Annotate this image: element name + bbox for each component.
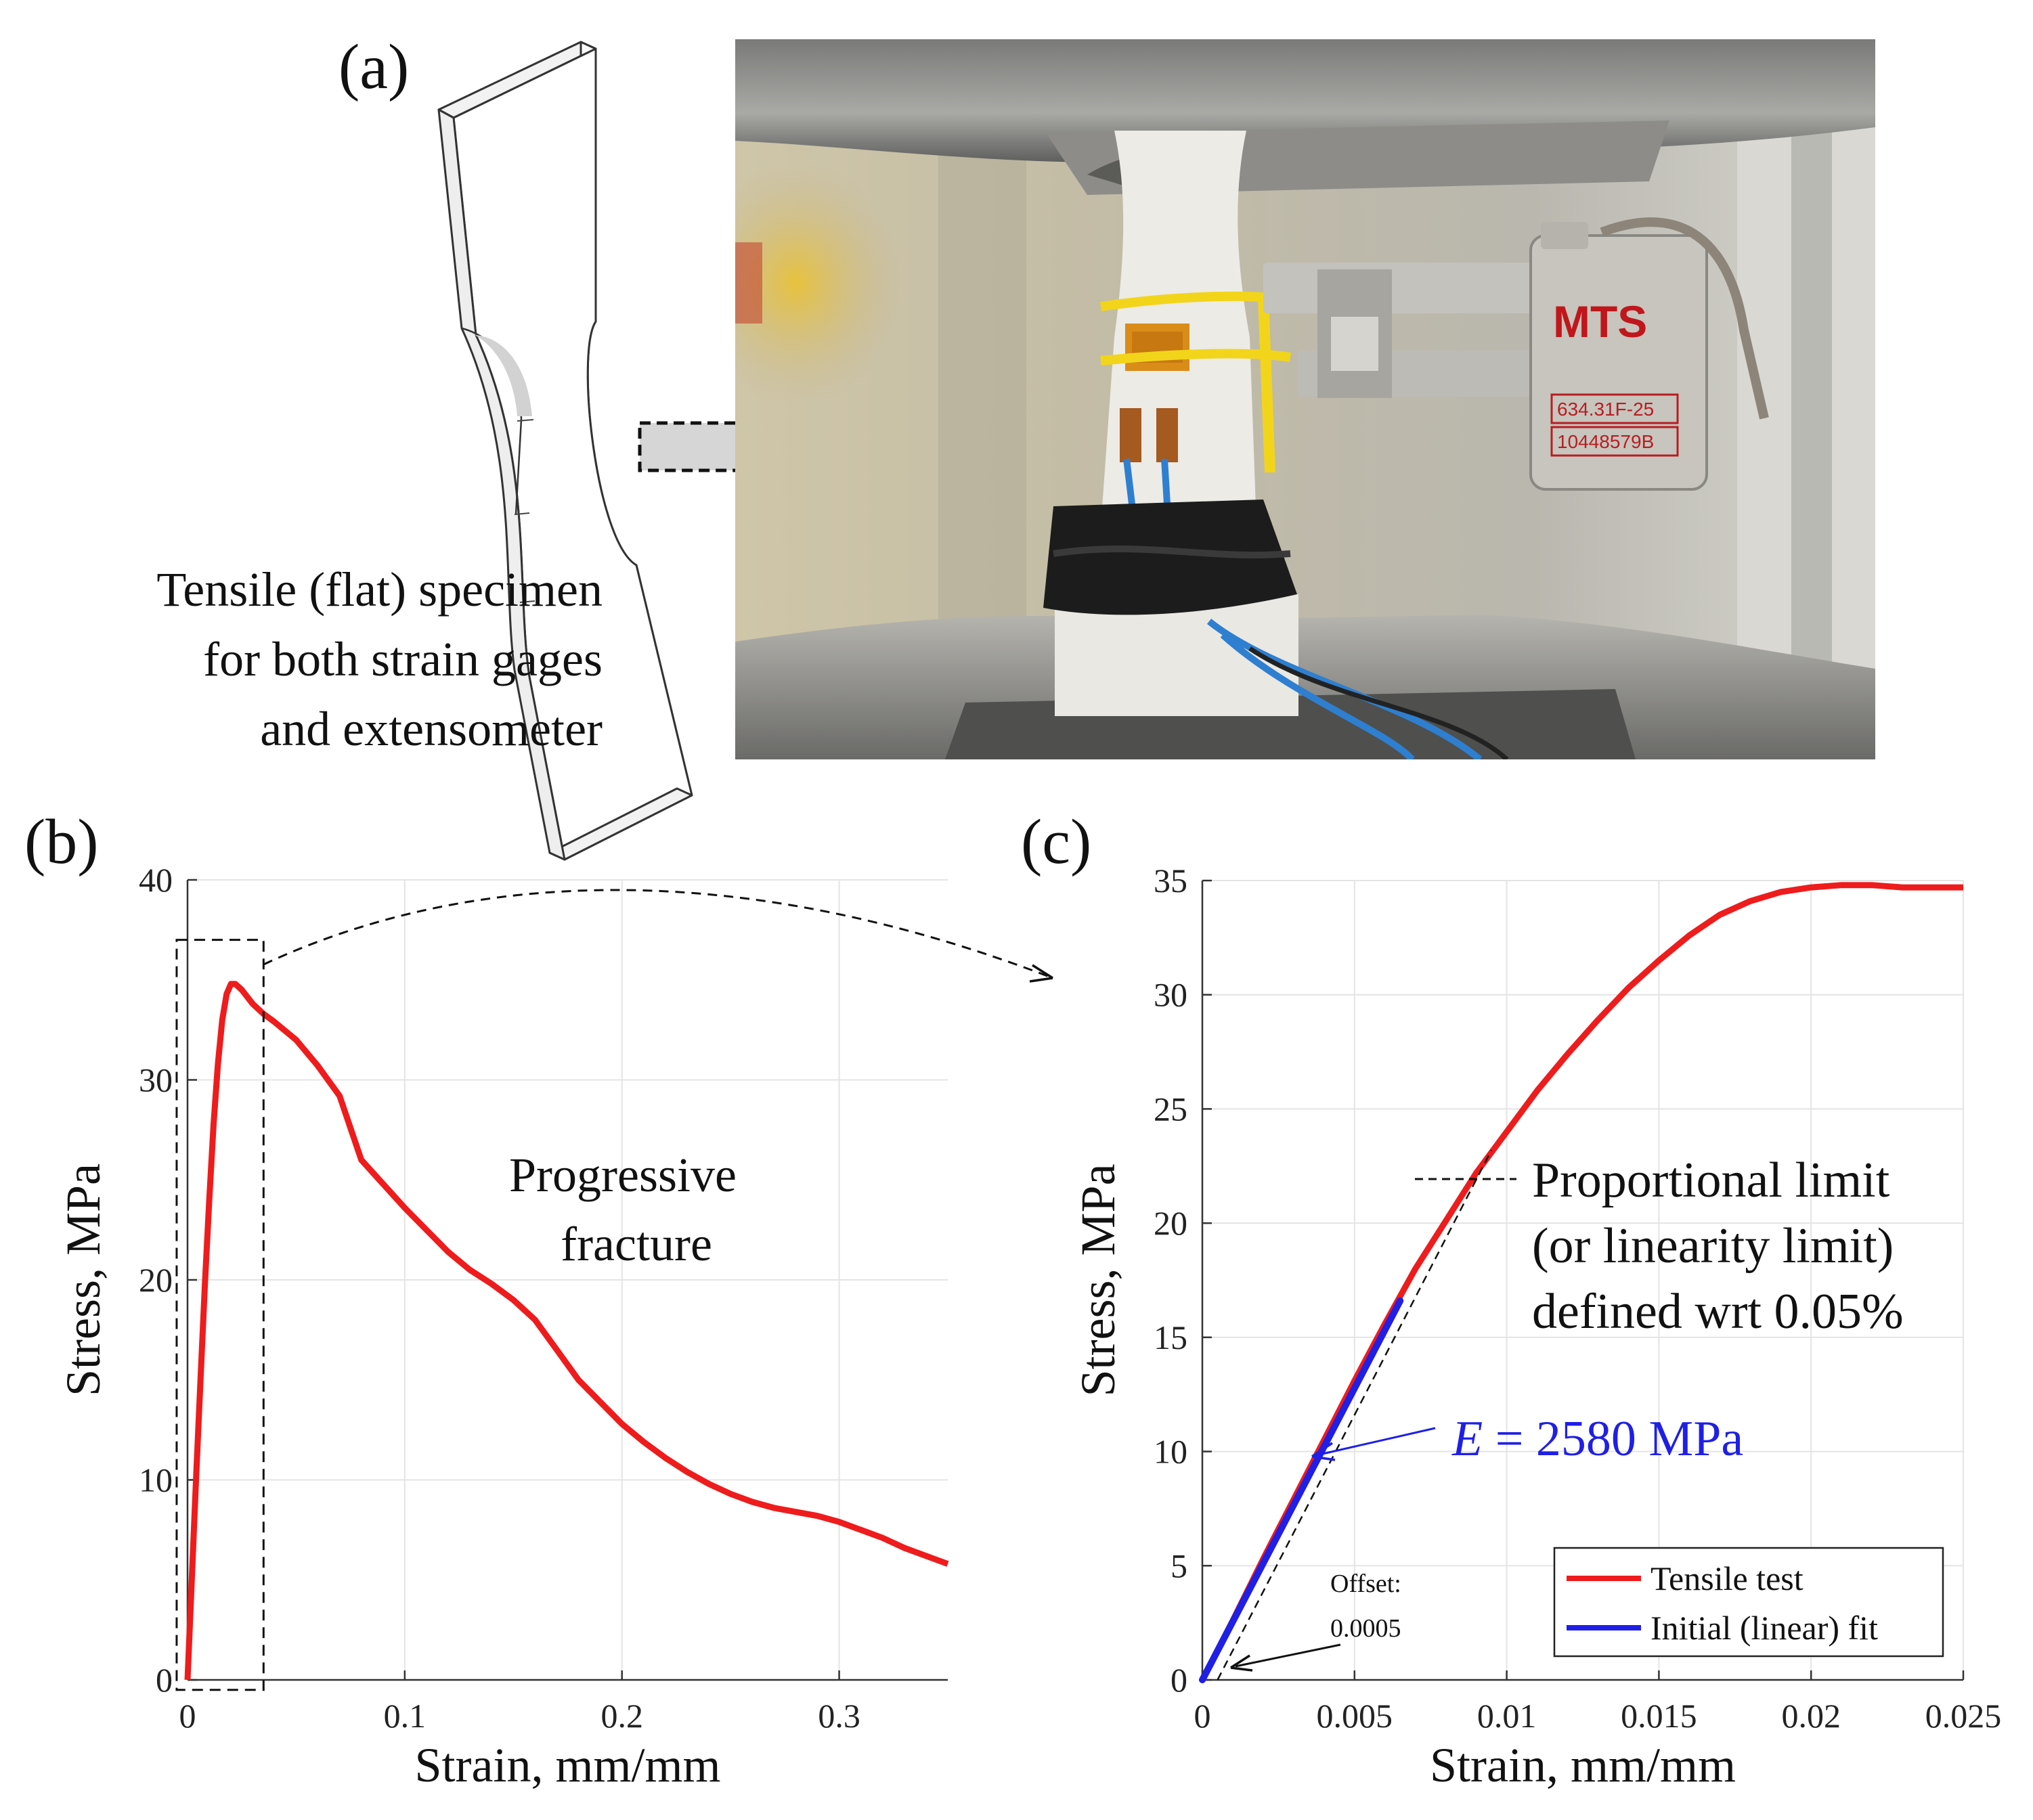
tensile-specimen-drawing — [437, 41, 693, 861]
caption-line-3: and extensometer — [260, 702, 603, 756]
b-y-tick-label-1: 10 — [139, 1461, 173, 1499]
b-x-tick-label-1: 0.1 — [384, 1697, 427, 1735]
mts-logo-text: MTS — [1553, 296, 1647, 347]
model-number-text: 634.31F-25 — [1557, 399, 1654, 420]
c-x-tick-label-3: 0.015 — [1621, 1697, 1697, 1735]
c-modulus-symbol: E — [1451, 1411, 1483, 1467]
b-y-axis-label: Stress, MPa — [56, 1163, 110, 1396]
b-y-tick-label-2: 20 — [139, 1261, 173, 1299]
c-y-tick-label-4: 20 — [1154, 1204, 1187, 1242]
c-y-tick-label-2: 10 — [1154, 1433, 1187, 1471]
b-annotation-line-2: fracture — [561, 1217, 712, 1271]
c-legend-label-tensile: Tensile test — [1651, 1559, 1804, 1597]
test-setup-photo: MTS 634.31F-25 10448579B — [735, 39, 1875, 759]
b-x-axis-label: Strain, mm/mm — [414, 1738, 720, 1792]
c-y-tick-label-6: 30 — [1154, 976, 1187, 1014]
b-series-tensile-test — [184, 981, 949, 1681]
c-x-tick-label-0: 0 — [1194, 1697, 1211, 1735]
c-modulus-arrowhead — [1311, 1442, 1336, 1461]
c-y-axis-label: Stress, MPa — [1071, 1163, 1125, 1396]
serial-number-text: 10448579B — [1557, 431, 1654, 452]
b-annotation-line-1: Progressive — [509, 1148, 737, 1202]
c-offset-arrow — [1235, 1643, 1341, 1668]
c-modulus-arrow — [1316, 1427, 1436, 1457]
c-y-tick-label-0: 0 — [1171, 1661, 1187, 1699]
c-y-tick-label-5: 25 — [1154, 1090, 1187, 1128]
c-offset-arrowhead — [1230, 1654, 1253, 1672]
c-y-tick-label-1: 5 — [1171, 1547, 1187, 1584]
b-zoom-box — [175, 939, 265, 1691]
c-x-axis-label: Strain, mm/mm — [1430, 1738, 1736, 1792]
b-y-tick-label-3: 30 — [139, 1061, 173, 1099]
c-legend-label-fit: Initial (linear) fit — [1651, 1609, 1878, 1647]
c-offset-line — [1217, 1149, 1493, 1681]
c-y-tick-label-3: 15 — [1154, 1318, 1187, 1356]
c-legend-box — [1553, 1547, 1944, 1658]
c-x-tick-label-1: 0.005 — [1317, 1697, 1393, 1735]
caption-line-1: Tensile (flat) specimen — [156, 562, 603, 617]
c-proportional-limit-line-2: (or linearity limit) — [1532, 1218, 1894, 1274]
c-offset-value: 0.0005 — [1330, 1614, 1401, 1643]
c-proportional-limit-line-3: defined wrt 0.05% — [1532, 1284, 1904, 1339]
c-x-tick-label-2: 0.01 — [1477, 1697, 1537, 1735]
panel-b-label: (b) — [24, 807, 99, 877]
panel-a-label: (a) — [338, 32, 410, 102]
b-zoom-arrowhead — [1029, 964, 1053, 983]
c-offset-label: Offset: — [1330, 1570, 1401, 1598]
b-zoom-connector-arrow — [263, 889, 1053, 979]
caption-line-2: for both strain gages — [203, 632, 603, 686]
c-y-tick-label-7: 35 — [1154, 862, 1187, 900]
b-x-tick-label-3: 0.3 — [818, 1697, 860, 1735]
panel-c-label: (c) — [1021, 807, 1092, 877]
specimen-caption: Tensile (flat) specimen for both strain … — [41, 555, 603, 764]
c-modulus-value: = 2580 MPa — [1483, 1411, 1743, 1467]
c-x-tick-label-5: 0.025 — [1925, 1697, 2002, 1735]
b-y-tick-label-4: 40 — [139, 861, 173, 899]
c-proportional-limit-line-1: Proportional limit — [1532, 1153, 1890, 1208]
c-series-linear-fit — [1199, 1297, 1404, 1683]
b-x-tick-label-0: 0 — [179, 1697, 196, 1735]
c-modulus-label: E = 2580 MPa — [1451, 1411, 1743, 1467]
b-y-tick-label-0: 0 — [156, 1661, 173, 1699]
b-x-tick-label-2: 0.2 — [600, 1697, 643, 1735]
c-x-tick-label-4: 0.02 — [1781, 1697, 1841, 1735]
